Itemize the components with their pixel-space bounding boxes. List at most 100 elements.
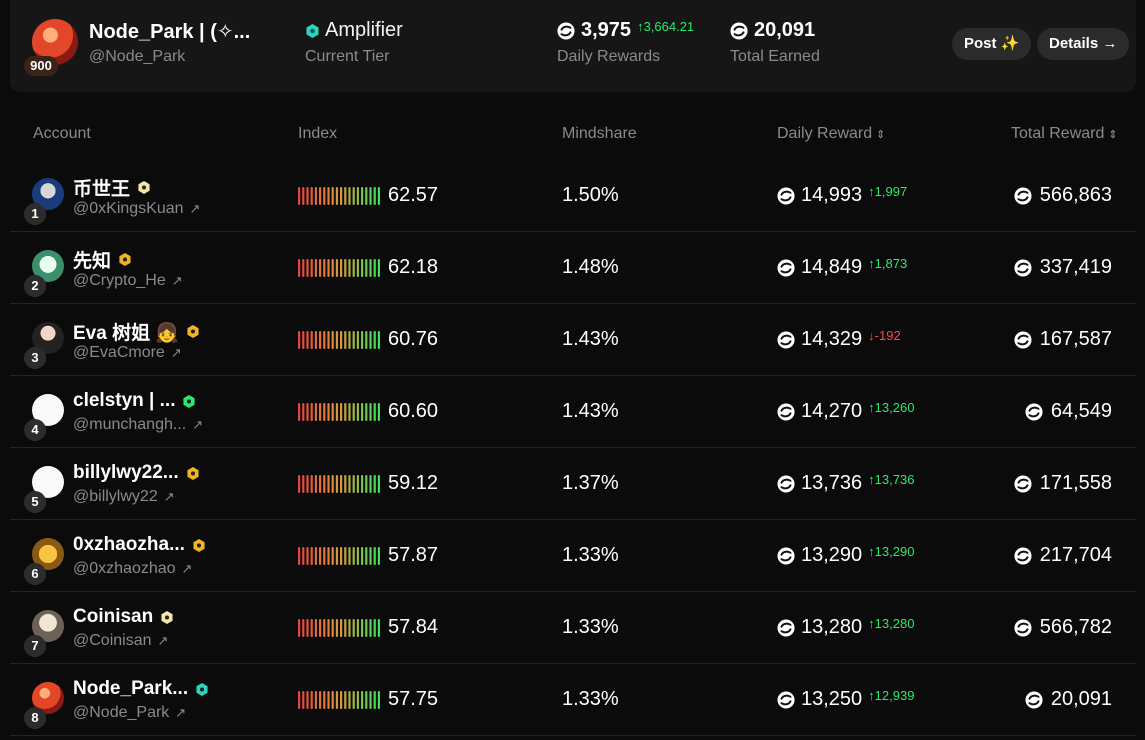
column-header-daily-reward[interactable]: Daily Reward ⇕ — [777, 125, 885, 143]
daily-reward-value: 13,250 — [801, 688, 863, 710]
external-link-icon[interactable]: ↗ — [163, 489, 175, 504]
account-handle[interactable]: @billylwy22 ↗ — [73, 488, 175, 506]
total-earned-value: 20,091 — [730, 19, 815, 42]
daily-reward-delta: ↑1,997 — [868, 184, 908, 199]
account-handle[interactable]: @EvaCmore ↗ — [73, 344, 182, 362]
account-handle[interactable]: @0xKingsKuan ↗ — [73, 200, 200, 218]
hexagon-badge-icon — [187, 466, 199, 480]
daily-reward-cell: 13,290 ↑13,290 — [777, 544, 914, 567]
token-icon — [1014, 474, 1032, 493]
account-name[interactable]: billylwy22... — [73, 462, 199, 484]
account-name-text: Coinisan — [73, 606, 154, 627]
token-icon — [557, 21, 575, 40]
mindshare-value: 1.48% — [562, 256, 619, 278]
daily-reward-delta: ↑1,873 — [868, 256, 908, 271]
account-name[interactable]: Node_Park... — [73, 678, 208, 700]
sort-icon[interactable]: ⇕ — [1108, 129, 1118, 141]
table-row[interactable]: 6 0xzhaozha... @0xzhaozhao ↗ 57.87 1.33% 13,29… — [10, 520, 1136, 592]
total-reward-cell: 217,704 — [1014, 544, 1112, 567]
rank-badge: 4 — [24, 419, 46, 441]
daily-rewards-amount: 3,975 — [581, 19, 632, 41]
mindshare-value: 1.33% — [562, 688, 619, 710]
table-row[interactable]: 8 Node_Park... @Node_Park ↗ 57.75 1.33% 13,250… — [10, 664, 1136, 736]
account-name-text: billylwy22... — [73, 462, 179, 483]
index-value: 57.84 — [388, 616, 439, 638]
token-icon — [777, 330, 795, 349]
column-header-total-reward[interactable]: Total Reward ⇕ — [1011, 125, 1118, 143]
rank-badge: 5 — [24, 491, 46, 513]
account-handle-text: @0xKingsKuan — [73, 200, 184, 217]
profile-handle: @Node_Park — [89, 48, 186, 65]
account-handle[interactable]: @0xzhaozhao ↗ — [73, 560, 192, 578]
rank-badge: 7 — [24, 635, 46, 657]
external-link-icon[interactable]: ↗ — [189, 201, 201, 216]
hexagon-badge-icon — [196, 682, 208, 696]
index-value: 57.75 — [388, 688, 439, 710]
token-icon — [1025, 402, 1043, 421]
total-reward-value: 566,782 — [1039, 616, 1112, 638]
account-name[interactable]: Eva 树姐 👧 — [73, 318, 199, 345]
current-tier-label: Current Tier — [305, 48, 390, 65]
account-handle-text: @Crypto_He — [73, 272, 166, 289]
account-handle[interactable]: @Node_Park ↗ — [73, 704, 186, 722]
sort-icon[interactable]: ⇕ — [876, 129, 886, 141]
external-link-icon[interactable]: ↗ — [157, 633, 169, 648]
profile-name[interactable]: Node_Park | (✧... — [89, 21, 251, 43]
account-handle[interactable]: @Coinisan ↗ — [73, 632, 168, 650]
account-name[interactable]: Coinisan — [73, 606, 173, 628]
index-bar-meter — [298, 259, 380, 277]
account-name[interactable]: 币世王 — [73, 174, 150, 201]
rank-badge: 1 — [24, 203, 46, 225]
table-row[interactable]: 1 币世王 @0xKingsKuan ↗ 62.57 1.50% 14,993 ↑1,997 5… — [10, 160, 1136, 232]
account-handle[interactable]: @munchangh... ↗ — [73, 416, 203, 434]
daily-reward-delta: ↑12,939 — [868, 688, 915, 703]
account-name[interactable]: 先知 — [73, 246, 131, 273]
index-bar-meter — [298, 403, 380, 421]
token-icon — [730, 21, 748, 40]
token-icon — [777, 618, 795, 637]
hexagon-badge-icon — [193, 538, 205, 552]
total-reward-value: 217,704 — [1039, 544, 1112, 566]
total-reward-value: 64,549 — [1050, 400, 1112, 422]
external-link-icon[interactable]: ↗ — [175, 705, 187, 720]
external-link-icon[interactable]: ↗ — [170, 345, 182, 360]
external-link-icon[interactable]: ↗ — [181, 561, 193, 576]
table-row[interactable]: 5 billylwy22... @billylwy22 ↗ 59.12 1.37% 13,7… — [10, 448, 1136, 520]
column-header-account: Account — [33, 125, 91, 142]
table-row[interactable]: 3 Eva 树姐 👧 @EvaCmore ↗ 60.76 1.43% 14,329 ↓-192… — [10, 304, 1136, 376]
token-icon — [777, 474, 795, 493]
account-name-text: Eva 树姐 👧 — [73, 323, 180, 344]
total-reward-value: 566,863 — [1039, 184, 1112, 206]
details-button[interactable]: Details → — [1037, 28, 1130, 60]
daily-reward-value: 13,280 — [801, 616, 863, 638]
table-row[interactable]: 2 先知 @Crypto_He ↗ 62.18 1.48% 14,849 ↑1,873 337,… — [10, 232, 1136, 304]
account-name[interactable]: clelstyn | ... — [73, 390, 196, 412]
token-icon — [777, 402, 795, 421]
rank-badge: 3 — [24, 347, 46, 369]
token-icon — [1014, 618, 1032, 637]
index-value: 60.76 — [388, 328, 439, 350]
hexagon-badge-icon — [183, 394, 196, 408]
hexagon-badge-icon — [187, 325, 199, 338]
account-name[interactable]: 0xzhaozha... — [73, 534, 205, 556]
external-link-icon[interactable]: ↗ — [192, 417, 204, 432]
total-reward-value: 20,091 — [1050, 688, 1112, 710]
daily-reward-value: 14,270 — [801, 400, 863, 422]
rank-badge: 2 — [24, 275, 46, 297]
rank-badge: 8 — [24, 707, 46, 729]
daily-reward-cell: 14,849 ↑1,873 — [777, 256, 907, 279]
hexagon-badge-icon — [119, 253, 131, 266]
token-icon — [777, 186, 795, 205]
account-handle[interactable]: @Crypto_He ↗ — [73, 272, 183, 290]
daily-rewards-label: Daily Rewards — [557, 48, 661, 65]
mindshare-value: 1.37% — [562, 472, 619, 494]
table-row[interactable]: 7 Coinisan @Coinisan ↗ 57.84 1.33% 13,280 ↑13,2… — [10, 592, 1136, 664]
post-button[interactable]: Post ✨ — [952, 28, 1032, 60]
account-name-text: Node_Park... — [73, 678, 189, 699]
index-bar-meter — [298, 619, 380, 637]
current-tier-name: Amplifier — [325, 19, 403, 41]
index-bar-meter — [298, 547, 380, 565]
table-row[interactable]: 4 clelstyn | ... @munchangh... ↗ 60.60 1.43% 1… — [10, 376, 1136, 448]
total-earned-amount: 20,091 — [754, 19, 816, 41]
external-link-icon[interactable]: ↗ — [171, 273, 183, 288]
